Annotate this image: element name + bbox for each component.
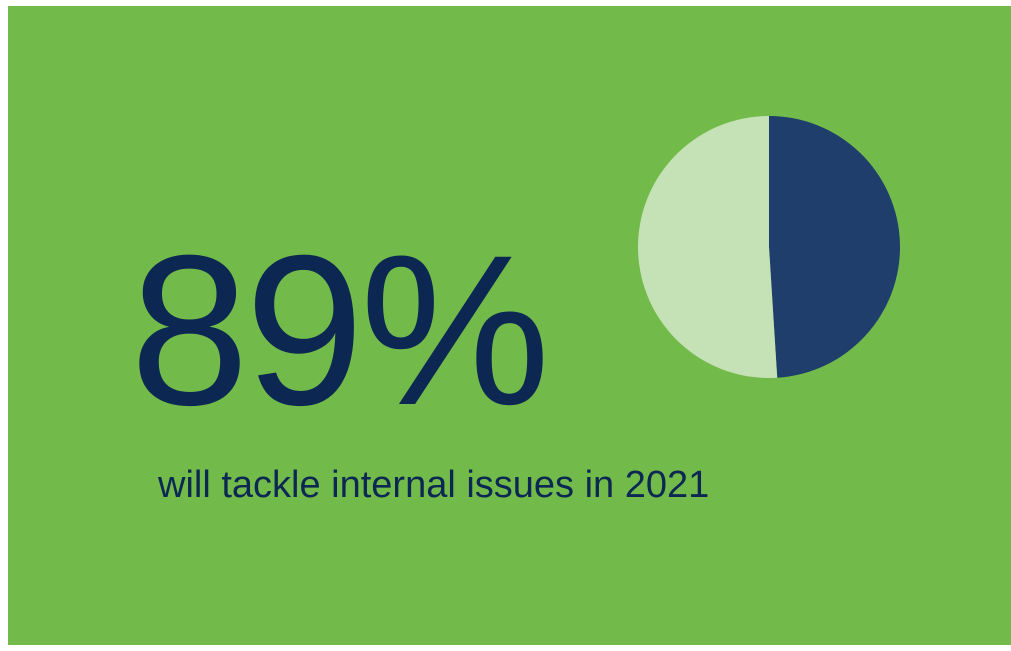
pie-slice-1 <box>769 116 901 378</box>
pie-chart <box>638 116 901 378</box>
infographic-card: 89% will tackle internal issues in 2021 <box>8 6 1011 645</box>
stat-caption: will tackle internal issues in 2021 <box>158 464 710 506</box>
stat-value: 89% <box>130 211 550 450</box>
pie-slice-2 <box>638 116 778 378</box>
